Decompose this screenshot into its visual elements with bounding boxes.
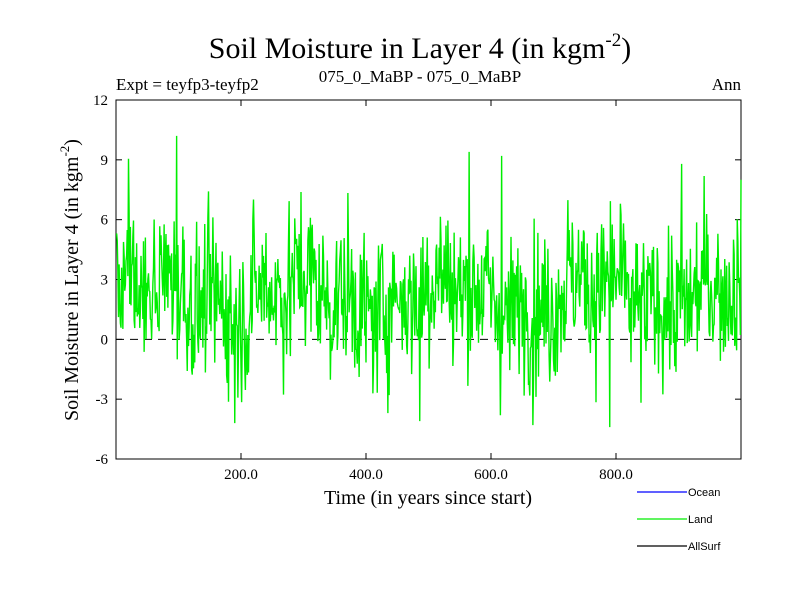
y-tick-label: 12 xyxy=(93,93,108,109)
y-tick-label: 0 xyxy=(101,332,109,348)
y-tick-label: 3 xyxy=(101,273,109,289)
y-tick-label: 6 xyxy=(101,213,109,229)
legend-land-label: Land xyxy=(688,514,712,526)
chart-title: Soil Moisture in Layer 4 (in kgm-2) xyxy=(209,30,631,65)
y-tick-label: 9 xyxy=(101,153,109,169)
period-label: 075_0_MaBP - 075_0_MaBP xyxy=(319,67,521,86)
season-label: Ann xyxy=(712,75,742,94)
x-tick-label: 400.0 xyxy=(349,467,383,483)
x-tick-label: 200.0 xyxy=(224,467,258,483)
y-tick-label: -6 xyxy=(96,452,109,468)
x-axis: 200.0 400.0 600.0 800.0 xyxy=(224,100,633,483)
x-axis-label: Time (in years since start) xyxy=(324,487,532,509)
legend-allsurf-label: AllSurf xyxy=(688,541,721,553)
legend: Ocean Land AllSurf xyxy=(637,487,721,553)
y-axis-label: Soil Moisture in Layer 4 (in kgm-2) xyxy=(57,139,83,421)
x-tick-label: 600.0 xyxy=(474,467,508,483)
legend-ocean-label: Ocean xyxy=(688,487,720,499)
experiment-label: Expt = teyfp3-teyfp2 xyxy=(116,75,259,94)
series-land-line xyxy=(115,135,742,428)
x-tick-label: 800.0 xyxy=(599,467,633,483)
y-tick-label: -3 xyxy=(96,392,109,408)
